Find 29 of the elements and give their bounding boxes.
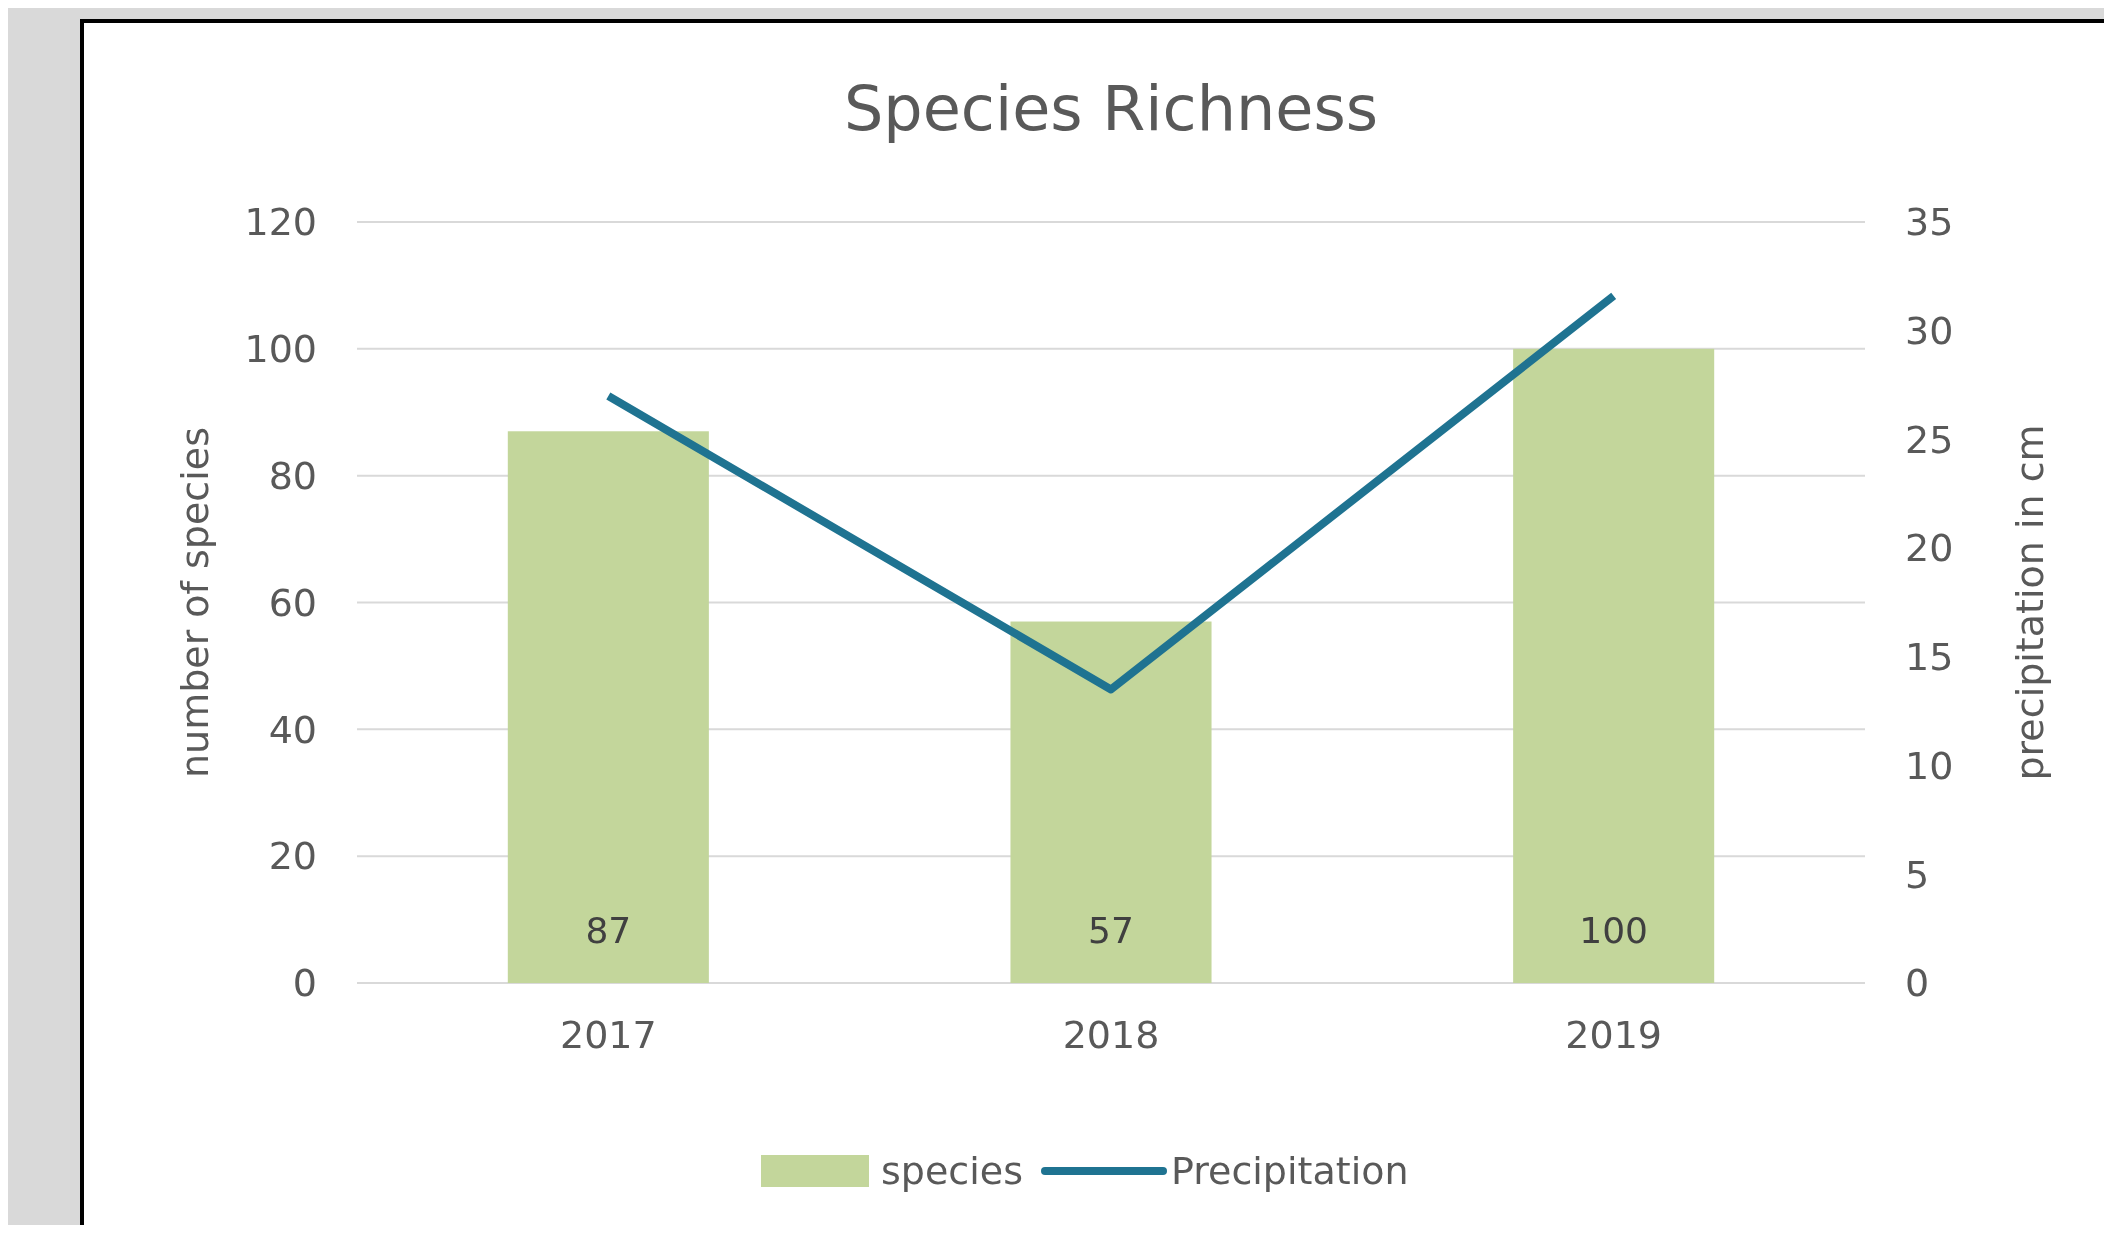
y2-tick-label: 30 <box>1905 309 1954 354</box>
y-tick-label: 0 <box>292 961 317 1006</box>
y2-tick-label: 15 <box>1905 635 1954 680</box>
data-label: 57 <box>1088 910 1134 951</box>
y2-tick-label: 25 <box>1905 417 1954 462</box>
y-axis-title: number of species <box>173 426 217 779</box>
bar <box>507 431 709 983</box>
bar <box>1010 621 1212 983</box>
legend-label: Precipitation <box>1171 1149 1409 1194</box>
x-tick-label: 2017 <box>559 1013 657 1057</box>
y2-tick-label: 0 <box>1905 961 1930 1006</box>
y2-axis-title: precipitation in cm <box>2008 424 2052 781</box>
x-tick-label: 2018 <box>1062 1013 1160 1057</box>
bar <box>1513 348 1715 983</box>
y-tick-label: 60 <box>268 580 317 625</box>
data-label: 100 <box>1579 910 1649 951</box>
chart-title: Species Richness <box>843 72 1379 145</box>
y-tick-label: 120 <box>244 200 317 245</box>
y2-tick-label: 35 <box>1905 200 1954 245</box>
legend-label: species <box>881 1149 1023 1194</box>
y2-tick-label: 5 <box>1905 852 1930 897</box>
y-tick-label: 20 <box>268 834 317 879</box>
y-tick-label: 40 <box>268 707 317 752</box>
data-label: 87 <box>585 910 632 951</box>
x-tick-label: 2019 <box>1565 1013 1663 1057</box>
y2-tick-label: 20 <box>1905 526 1954 571</box>
y2-tick-label: 10 <box>1905 743 1954 788</box>
y-tick-label: 100 <box>244 327 317 372</box>
y-tick-label: 80 <box>268 453 317 498</box>
